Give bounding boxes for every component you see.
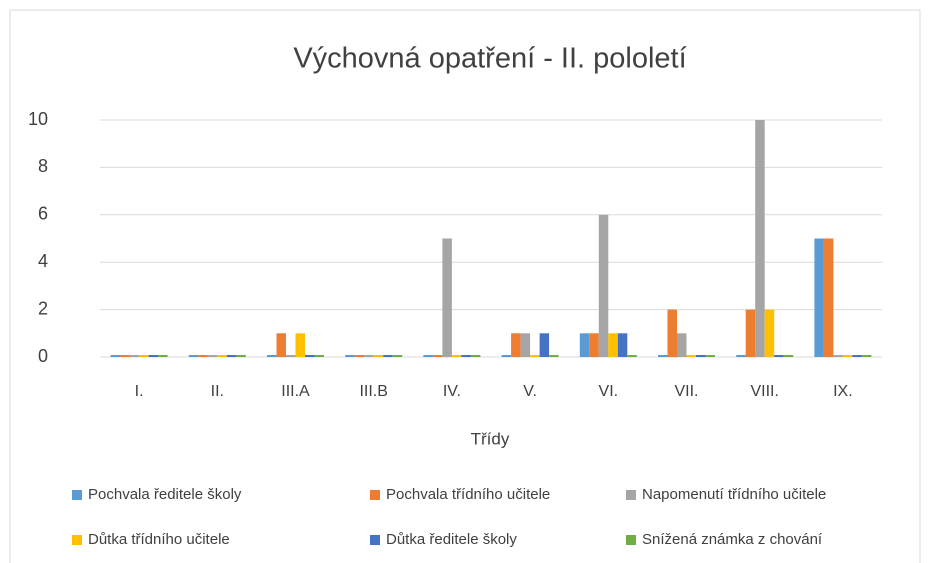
bar	[705, 355, 715, 357]
y-tick-label: 2	[38, 298, 48, 318]
bar	[267, 355, 277, 357]
bar	[589, 333, 599, 357]
bar	[833, 355, 843, 357]
legend-swatch	[626, 535, 636, 545]
y-tick-label: 10	[28, 109, 48, 129]
legend-label: Pochvala ředitele školy	[88, 486, 242, 503]
x-tick-label: II.	[211, 383, 224, 400]
bar	[520, 333, 531, 357]
bar	[354, 355, 365, 357]
bar	[461, 355, 471, 357]
chart-border	[9, 9, 921, 563]
bar	[823, 238, 834, 357]
bar	[511, 333, 521, 357]
bar	[373, 355, 384, 357]
bar	[861, 355, 872, 357]
bar	[314, 355, 324, 357]
bar	[305, 355, 315, 357]
x-tick-label: IX.	[833, 383, 853, 400]
bar	[148, 355, 159, 357]
bar	[110, 355, 121, 357]
x-tick-label: I.	[135, 383, 144, 400]
bar	[764, 309, 775, 357]
chart-title: Výchovná opatření - II. pololetí	[293, 43, 686, 75]
x-tick-label: VI.	[599, 383, 619, 400]
bar	[696, 355, 706, 357]
legend-swatch	[370, 490, 380, 500]
x-tick-label: III.A	[281, 383, 310, 400]
legend-label: Pochvala třídního učitele	[386, 486, 550, 503]
legend-swatch	[370, 535, 380, 545]
x-tick-label: VII.	[674, 383, 698, 400]
bar	[470, 355, 481, 357]
y-tick-label: 8	[38, 156, 48, 176]
bar	[392, 355, 403, 357]
bar	[852, 355, 862, 357]
bar	[598, 214, 609, 357]
bar	[745, 309, 756, 357]
legend-label: Důtka třídního učitele	[88, 531, 230, 548]
bar	[198, 355, 208, 357]
bar	[658, 355, 668, 357]
bar	[736, 355, 746, 357]
y-tick-label: 0	[38, 346, 48, 366]
bar	[364, 355, 374, 357]
legend-swatch	[626, 490, 636, 500]
bar	[627, 355, 637, 357]
bar	[207, 355, 218, 357]
bar	[667, 309, 677, 357]
bar	[188, 355, 199, 357]
x-axis-title: Třídy	[471, 429, 510, 448]
bar	[286, 355, 296, 357]
bar	[217, 355, 227, 357]
bar	[814, 238, 824, 357]
y-tick-label: 6	[38, 204, 48, 224]
x-tick-label: V.	[523, 383, 537, 400]
bar	[129, 355, 140, 357]
bar	[686, 355, 696, 357]
legend-swatch	[72, 490, 82, 500]
legend-label: Napomenutí třídního učitele	[642, 486, 826, 503]
bar	[608, 333, 618, 357]
x-tick-label: VIII.	[750, 383, 778, 400]
bar	[432, 355, 443, 357]
bar	[226, 355, 237, 357]
bar	[501, 355, 512, 357]
bar	[755, 120, 765, 357]
bar	[442, 238, 452, 357]
bar	[383, 355, 393, 357]
bar	[139, 355, 149, 357]
bar	[276, 333, 286, 357]
bar	[295, 333, 305, 357]
bar	[423, 355, 433, 357]
bar	[617, 333, 628, 357]
bar	[451, 355, 462, 357]
bar	[236, 355, 246, 357]
bar	[345, 355, 355, 357]
bar	[120, 355, 130, 357]
legend-label: Důtka ředitele školy	[386, 531, 517, 548]
legend-label: Snížená známka z chování	[642, 531, 823, 548]
bar	[677, 333, 687, 357]
legend-swatch	[72, 535, 82, 545]
bar	[783, 355, 794, 357]
y-tick-label: 4	[38, 251, 48, 271]
bar	[842, 355, 853, 357]
bar	[549, 355, 559, 357]
x-tick-label: IV.	[443, 383, 461, 400]
x-tick-label: III.B	[359, 383, 387, 400]
bar	[774, 355, 784, 357]
bar	[539, 333, 550, 357]
bar	[530, 355, 540, 357]
bar	[579, 333, 590, 357]
bar	[158, 355, 168, 357]
